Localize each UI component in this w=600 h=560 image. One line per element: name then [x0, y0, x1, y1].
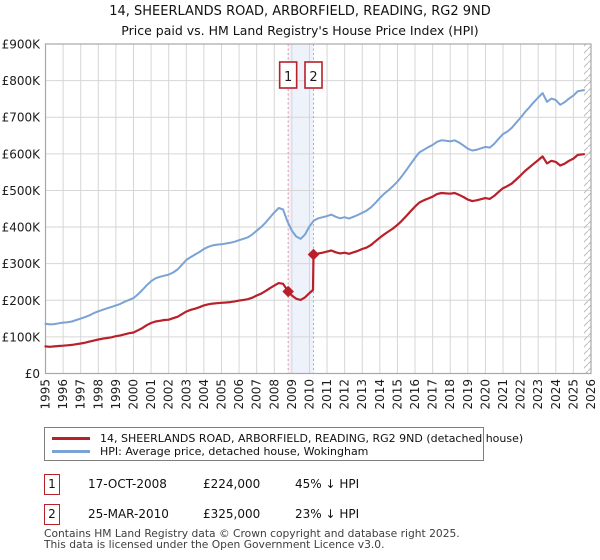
svg-text:2010: 2010 [302, 379, 316, 410]
legend-swatch-property-line [52, 437, 90, 440]
price-history-chart: 1 2 £0 £100K £200K £300K £400K £500K £600K £700K £… [2, 38, 598, 410]
svg-text:2025: 2025 [566, 379, 580, 410]
svg-text:2009: 2009 [285, 379, 299, 410]
chart-legend: 14, SHEERLANDS ROAD, ARBORFIELD, READING… [44, 427, 523, 461]
svg-text:1: 1 [284, 70, 292, 85]
svg-text:£800K: £800K [2, 74, 42, 88]
sale-2-price: £325,000 [203, 507, 261, 521]
chart-subtitle: Price paid vs. HM Land Registry's House … [121, 23, 479, 38]
svg-text:2006: 2006 [232, 379, 246, 410]
svg-text:2026: 2026 [584, 379, 598, 410]
svg-text:2004: 2004 [197, 379, 211, 410]
svg-text:2008: 2008 [267, 379, 281, 410]
svg-text:£600K: £600K [2, 147, 42, 161]
svg-text:2018: 2018 [443, 379, 457, 410]
svg-text:2001: 2001 [144, 379, 158, 410]
chart-title: 14, SHEERLANDS ROAD, ARBORFIELD, READING… [109, 4, 491, 19]
svg-text:2014: 2014 [373, 379, 387, 410]
svg-text:2013: 2013 [355, 379, 369, 410]
legend-label-hpi: HPI: Average price, detached house, Woki… [100, 445, 369, 458]
svg-text:1995: 1995 [39, 379, 53, 410]
footer-line-1: Contains HM Land Registry data © Crown c… [44, 527, 460, 540]
svg-text:2002: 2002 [162, 379, 176, 410]
svg-text:£200K: £200K [2, 294, 42, 308]
svg-text:2015: 2015 [390, 379, 404, 410]
svg-text:2022: 2022 [514, 379, 528, 410]
svg-text:£100K: £100K [2, 330, 42, 344]
svg-text:£900K: £900K [2, 38, 42, 52]
legend-swatch-hpi-line [52, 450, 90, 453]
sale-1-number-badge: 1 [44, 474, 60, 495]
footer-line-2: This data is licensed under the Open Gov… [44, 537, 385, 551]
svg-text:£400K: £400K [2, 221, 42, 235]
svg-text:2011: 2011 [320, 379, 334, 410]
sale-1-price: £224,000 [203, 477, 261, 491]
svg-text:£300K: £300K [2, 257, 42, 271]
license-footer: Contains HM Land Registry data © Crown c… [44, 527, 460, 551]
svg-text:£500K: £500K [2, 184, 42, 198]
svg-text:1996: 1996 [56, 379, 70, 410]
sale-row-1: 1 17-OCT-2008 £224,000 45% ↓ HPI [44, 474, 584, 496]
svg-text:2003: 2003 [179, 379, 193, 410]
svg-text:£0: £0 [25, 367, 40, 381]
svg-text:2016: 2016 [408, 379, 422, 410]
legend-label-property: 14, SHEERLANDS ROAD, ARBORFIELD, READING… [100, 432, 524, 445]
svg-text:2017: 2017 [426, 379, 440, 410]
sale-2-date: 25-MAR-2010 [88, 507, 169, 521]
legend-row-hpi: HPI: Average price, detached house, Woki… [52, 445, 483, 458]
svg-text:2007: 2007 [250, 379, 264, 410]
svg-text:2021: 2021 [496, 379, 510, 410]
sale-row-2: 2 25-MAR-2010 £325,000 23% ↓ HPI [44, 504, 584, 526]
svg-text:2020: 2020 [478, 379, 492, 410]
svg-text:2012: 2012 [338, 379, 352, 410]
svg-text:2023: 2023 [531, 379, 545, 410]
svg-text:2019: 2019 [461, 379, 475, 410]
svg-text:1998: 1998 [91, 379, 105, 410]
svg-text:2024: 2024 [549, 379, 563, 410]
sale-2-vs-hpi: 23% ↓ HPI [295, 507, 360, 521]
svg-text:1999: 1999 [109, 379, 123, 410]
svg-text:2005: 2005 [214, 379, 228, 410]
svg-text:2: 2 [309, 70, 317, 85]
sale-1-vs-hpi: 45% ↓ HPI [295, 477, 360, 491]
svg-text:2000: 2000 [126, 379, 140, 410]
svg-text:£700K: £700K [2, 111, 42, 125]
legend-row-property: 14, SHEERLANDS ROAD, ARBORFIELD, READING… [52, 432, 523, 445]
sale-2-number-badge: 2 [44, 504, 60, 525]
sale-1-date: 17-OCT-2008 [88, 477, 167, 491]
svg-text:1997: 1997 [74, 379, 88, 410]
